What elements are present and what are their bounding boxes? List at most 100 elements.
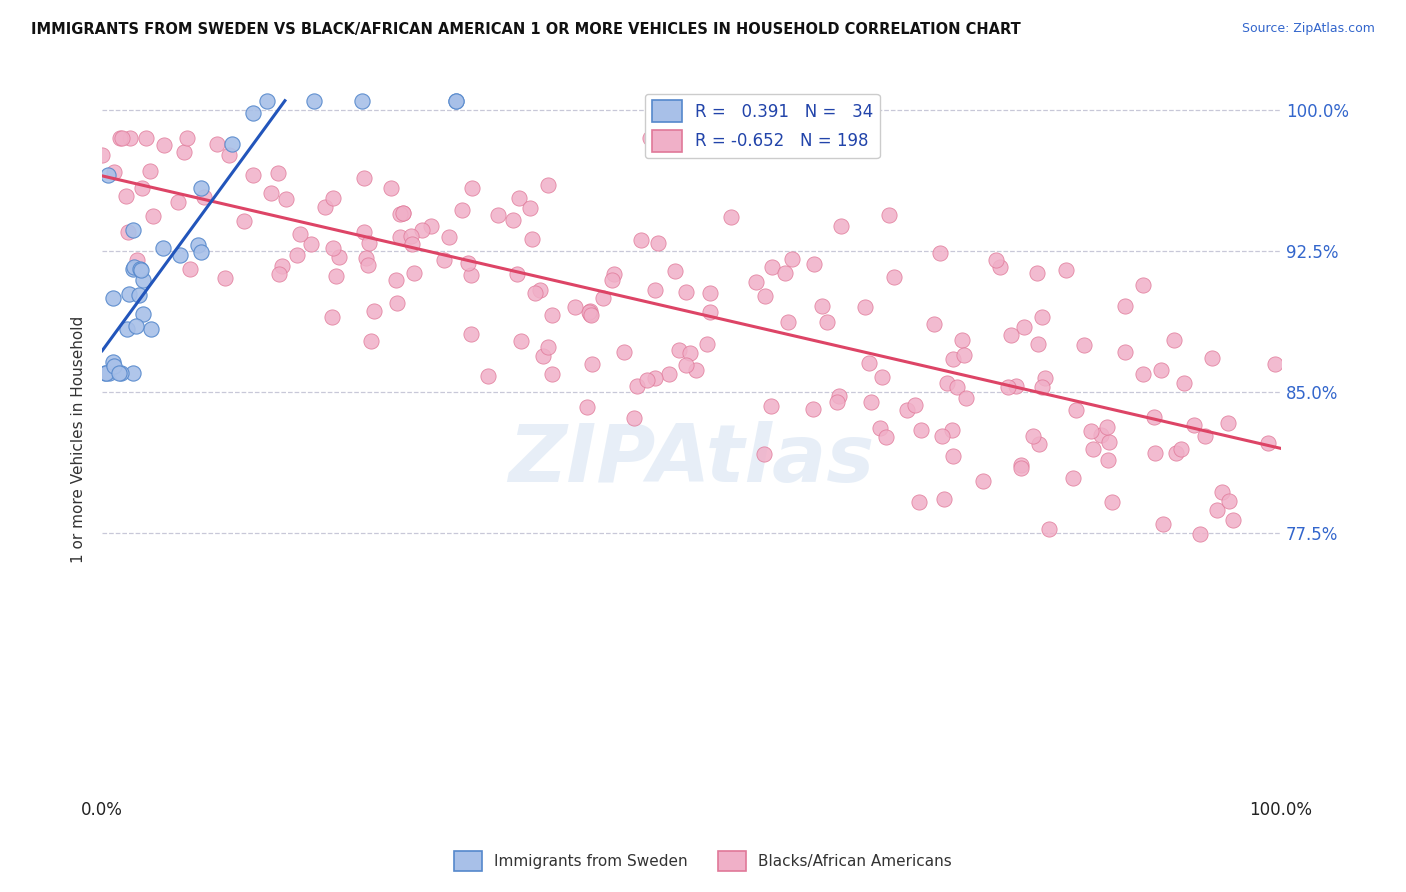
Point xyxy=(103,165,125,179)
Point xyxy=(1010,460,1032,475)
Point xyxy=(392,205,415,219)
Point xyxy=(502,212,524,227)
Point xyxy=(129,263,152,277)
Point xyxy=(941,449,963,463)
Point xyxy=(388,207,411,221)
Point xyxy=(953,348,976,362)
Point xyxy=(270,259,292,273)
Point xyxy=(142,209,165,223)
Point xyxy=(1031,380,1053,394)
Point xyxy=(190,181,212,195)
Point xyxy=(322,191,344,205)
Point xyxy=(699,304,721,318)
Point xyxy=(132,273,155,287)
Text: ZIPAtlas: ZIPAtlas xyxy=(509,421,875,500)
Text: Source: ZipAtlas.com: Source: ZipAtlas.com xyxy=(1241,22,1375,36)
Point xyxy=(139,322,162,336)
Point xyxy=(124,318,146,333)
Point xyxy=(1054,263,1077,277)
Point xyxy=(360,334,382,348)
Point xyxy=(354,251,377,265)
Point xyxy=(433,253,456,268)
Point xyxy=(613,345,636,359)
Point xyxy=(353,225,375,239)
Point xyxy=(135,131,157,145)
Point xyxy=(1132,367,1154,381)
Point xyxy=(1257,436,1279,450)
Text: IMMIGRANTS FROM SWEDEN VS BLACK/AFRICAN AMERICAN 1 OR MORE VEHICLES IN HOUSEHOLD: IMMIGRANTS FROM SWEDEN VS BLACK/AFRICAN … xyxy=(31,22,1021,37)
Point xyxy=(321,310,343,324)
Point xyxy=(524,286,547,301)
Point xyxy=(644,371,666,385)
Point xyxy=(111,131,134,145)
Point xyxy=(115,322,138,336)
Point xyxy=(1090,428,1112,442)
Point xyxy=(380,181,402,195)
Point xyxy=(529,283,551,297)
Point xyxy=(1264,357,1286,371)
Point xyxy=(647,235,669,250)
Point xyxy=(392,206,415,220)
Point xyxy=(118,286,141,301)
Point xyxy=(486,209,509,223)
Point xyxy=(578,305,600,319)
Point xyxy=(363,303,385,318)
Point xyxy=(579,308,602,322)
Point xyxy=(1021,429,1043,443)
Point xyxy=(775,266,797,280)
Point xyxy=(1132,278,1154,293)
Point xyxy=(1152,517,1174,532)
Point xyxy=(1189,526,1212,541)
Point xyxy=(1081,442,1104,457)
Point xyxy=(745,275,768,289)
Point xyxy=(896,403,918,417)
Point xyxy=(679,346,702,360)
Legend: R =   0.391   N =   34, R = -0.652   N = 198: R = 0.391 N = 34, R = -0.652 N = 198 xyxy=(645,94,880,158)
Point xyxy=(1164,446,1187,460)
Point xyxy=(117,225,139,239)
Point xyxy=(776,315,799,329)
Point xyxy=(811,299,834,313)
Point xyxy=(827,394,849,409)
Point xyxy=(131,180,153,194)
Point xyxy=(754,448,776,462)
Point xyxy=(179,262,201,277)
Point xyxy=(218,148,240,162)
Point xyxy=(1080,424,1102,438)
Point xyxy=(115,189,138,203)
Point xyxy=(350,94,373,108)
Point xyxy=(1097,453,1119,467)
Point xyxy=(285,248,308,262)
Point xyxy=(860,395,883,409)
Point xyxy=(108,131,131,145)
Point xyxy=(108,366,131,380)
Point xyxy=(828,388,851,402)
Point xyxy=(122,261,145,276)
Point xyxy=(508,191,530,205)
Point xyxy=(1038,522,1060,536)
Point xyxy=(101,355,124,369)
Point xyxy=(675,285,697,300)
Point xyxy=(97,366,120,380)
Point xyxy=(883,269,905,284)
Point xyxy=(460,268,482,283)
Point xyxy=(759,399,782,413)
Point xyxy=(288,227,311,242)
Point xyxy=(952,333,974,347)
Point xyxy=(1170,442,1192,457)
Point xyxy=(907,495,929,509)
Point xyxy=(127,253,149,268)
Point xyxy=(941,423,963,437)
Point xyxy=(439,230,461,244)
Point xyxy=(93,366,115,380)
Point xyxy=(103,291,125,305)
Point xyxy=(1205,503,1227,517)
Point xyxy=(129,261,152,276)
Point xyxy=(803,401,825,416)
Point xyxy=(541,308,564,322)
Point xyxy=(830,219,852,233)
Point xyxy=(1101,495,1123,509)
Point xyxy=(1150,363,1173,377)
Point xyxy=(399,228,422,243)
Point xyxy=(1216,416,1239,430)
